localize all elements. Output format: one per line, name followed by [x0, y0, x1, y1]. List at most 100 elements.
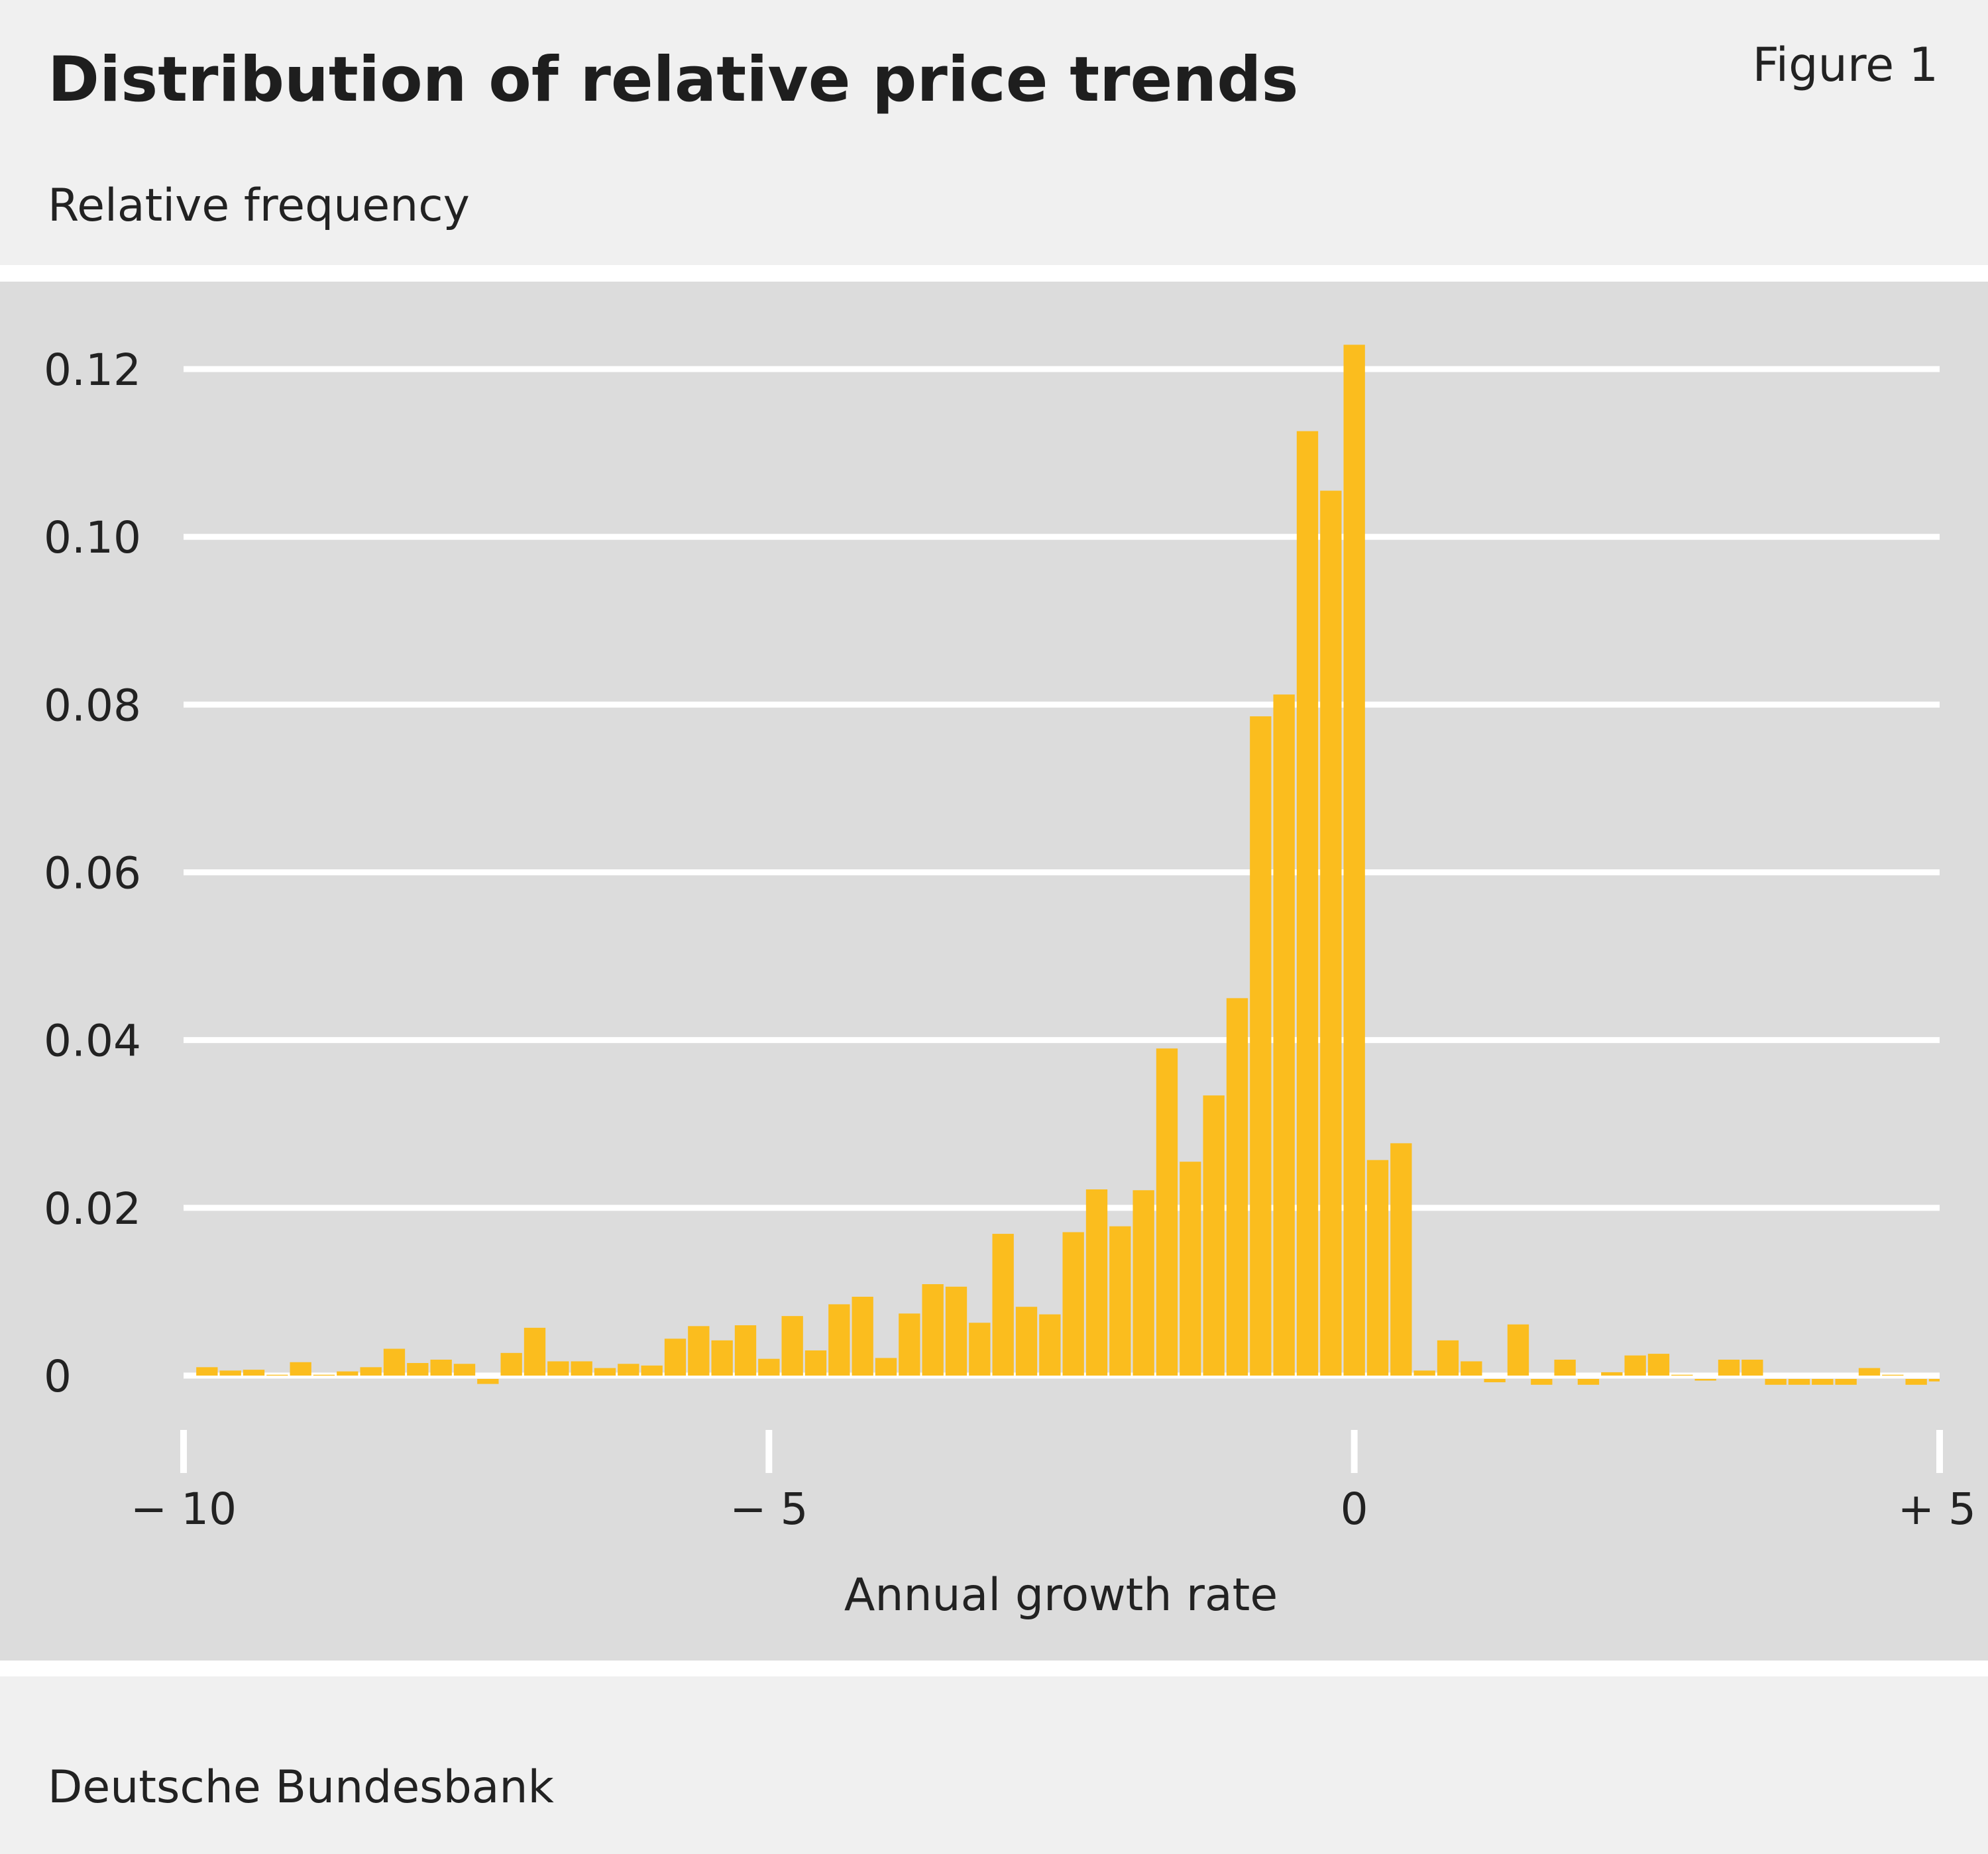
histogram-bar: [1320, 490, 1342, 1376]
histogram-bar: [1905, 1379, 1927, 1385]
y-tick-label: 0.02: [44, 1183, 141, 1234]
histogram-bar: [1718, 1359, 1740, 1376]
histogram-bar: [360, 1367, 382, 1376]
histogram-bar: [688, 1326, 710, 1376]
y-axis-title: Relative frequency: [48, 180, 470, 232]
histogram-bar: [243, 1370, 265, 1376]
histogram-bar: [594, 1368, 616, 1376]
histogram-bar: [266, 1374, 288, 1376]
x-tick-label: − 10: [131, 1484, 237, 1535]
histogram-bar: [1882, 1374, 1904, 1376]
gridline: [184, 366, 1940, 372]
histogram-bar: [734, 1325, 757, 1376]
histogram-bar: [781, 1316, 803, 1376]
histogram-bar: [711, 1340, 733, 1376]
histogram-bar: [1484, 1379, 1506, 1383]
histogram-bar: [992, 1234, 1014, 1376]
histogram-bar: [1039, 1314, 1061, 1376]
y-tick-label: 0.06: [44, 848, 141, 899]
histogram-bar: [407, 1363, 429, 1376]
x-tick-label: − 5: [730, 1484, 808, 1535]
histogram-bar: [1461, 1361, 1482, 1376]
histogram-bar: [1601, 1372, 1623, 1376]
histogram-bar: [477, 1379, 499, 1384]
histogram-bar: [1928, 1379, 1940, 1382]
histogram-bar: [1554, 1359, 1576, 1376]
histogram-bar: [828, 1304, 850, 1376]
histogram-bar: [1858, 1368, 1881, 1376]
histogram-bar: [1343, 345, 1365, 1376]
histogram-bar: [1085, 1189, 1108, 1376]
histogram-bar: [290, 1362, 311, 1376]
histogram-bar: [1835, 1379, 1857, 1385]
histogram-bar: [875, 1358, 897, 1376]
histogram-bar: [219, 1370, 241, 1376]
histogram-bar: [618, 1364, 639, 1376]
x-ticks: − 10 − 5 0 + 5: [131, 1430, 1976, 1535]
gridline: [184, 1037, 1940, 1044]
histogram-bar: [804, 1350, 827, 1376]
histogram-bar: [1437, 1340, 1459, 1376]
histogram-bar: [1109, 1226, 1131, 1376]
y-tick-label: 0.12: [44, 345, 141, 396]
figure-label: Figure 1: [1752, 38, 1938, 92]
histogram-bar: [1694, 1379, 1716, 1381]
histogram-bar: [1390, 1143, 1412, 1376]
bars: [196, 345, 1940, 1385]
histogram-bar: [1741, 1359, 1763, 1376]
x-tick-mark: [1936, 1430, 1943, 1473]
histogram-bar: [196, 1367, 218, 1376]
x-tick-label: + 5: [1898, 1484, 1976, 1535]
histogram-bar: [899, 1313, 920, 1376]
histogram-bar: [1273, 694, 1295, 1376]
histogram-bar: [1531, 1379, 1553, 1385]
histogram-bar: [571, 1361, 592, 1376]
y-tick-label: 0: [44, 1351, 72, 1402]
histogram-bar: [547, 1361, 569, 1376]
y-tick-label: 0.10: [44, 512, 141, 563]
histogram-bar: [1180, 1162, 1201, 1376]
gridlines: [184, 366, 1940, 1379]
source-label: Deutsche Bundesbank: [48, 1761, 555, 1814]
gridline: [184, 1372, 1940, 1379]
histogram-bar: [1413, 1370, 1435, 1376]
histogram-bar: [383, 1348, 406, 1376]
histogram-bar: [1062, 1232, 1084, 1376]
histogram-bar: [1132, 1190, 1154, 1376]
x-tick-mark: [1351, 1430, 1358, 1473]
histogram-bar: [758, 1358, 780, 1376]
histogram-bar: [1250, 716, 1272, 1376]
histogram-bar: [524, 1327, 546, 1376]
histogram-bar: [641, 1365, 663, 1376]
gridline: [184, 533, 1940, 540]
gridline: [184, 1205, 1940, 1211]
histogram-bar: [1765, 1379, 1787, 1385]
y-tick-labels: 0 0.02 0.04 0.06 0.08 0.10 0.12: [44, 345, 141, 1402]
histogram-bar: [922, 1284, 944, 1376]
histogram-bar: [1812, 1379, 1834, 1385]
histogram-bar: [664, 1338, 687, 1376]
histogram-bar: [1226, 998, 1248, 1376]
histogram-bar: [500, 1352, 522, 1376]
top-divider: [0, 265, 1988, 282]
histogram-bar: [1577, 1379, 1600, 1385]
histogram-bar: [337, 1371, 359, 1376]
histogram-bar: [1507, 1324, 1529, 1376]
plot-panel: [0, 282, 1988, 1661]
histogram-bar: [969, 1323, 991, 1376]
x-axis-title: Annual growth rate: [844, 1569, 1278, 1621]
histogram-bar: [1203, 1095, 1225, 1376]
bottom-divider: [0, 1661, 1988, 1676]
x-tick-label: 0: [1341, 1484, 1368, 1535]
gridline: [184, 701, 1940, 708]
histogram-bar: [430, 1359, 452, 1376]
histogram-bar: [453, 1364, 476, 1376]
x-tick-mark: [180, 1430, 187, 1473]
histogram-bar: [945, 1286, 967, 1376]
histogram-bar: [1296, 431, 1319, 1376]
y-tick-label: 0.04: [44, 1016, 141, 1067]
chart-title: Distribution of relative price trends: [48, 44, 1298, 116]
y-tick-label: 0.08: [44, 680, 141, 731]
histogram-bar: [1624, 1355, 1646, 1376]
